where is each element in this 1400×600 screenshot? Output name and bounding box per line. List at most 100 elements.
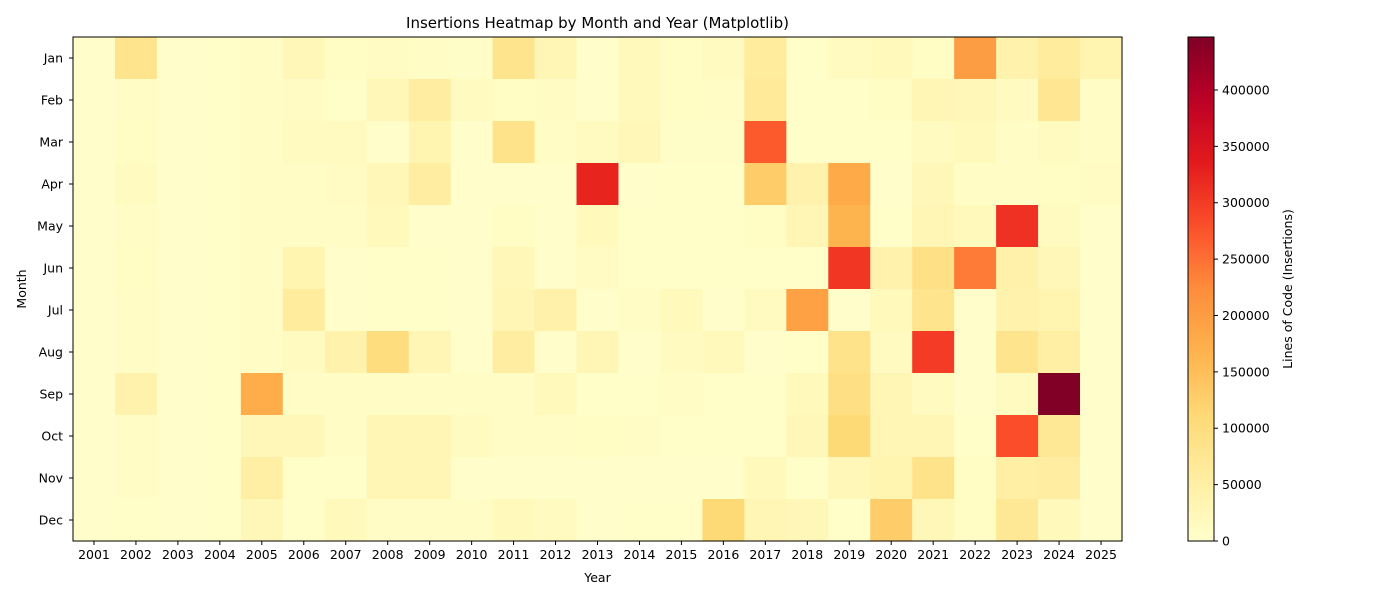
heatmap-cell: [408, 331, 452, 374]
heatmap-cell: [450, 289, 494, 332]
heatmap-cell: [702, 373, 745, 416]
heatmap-cell: [702, 499, 745, 542]
heatmap-cell: [954, 163, 997, 206]
heatmap-cell: [786, 205, 829, 248]
heatmap-cell: [198, 415, 242, 458]
heatmap-cell: [534, 121, 578, 164]
heatmap-cell: [73, 289, 116, 332]
heatmap-cell: [1080, 37, 1123, 80]
heatmap-cell: [1080, 205, 1123, 248]
heatmap-cell: [198, 37, 242, 80]
heatmap-cell: [492, 37, 536, 80]
y-tick-label: Dec: [39, 513, 63, 528]
heatmap-cell: [744, 121, 787, 164]
heatmap-cell: [408, 373, 452, 416]
heatmap-cell: [534, 415, 578, 458]
x-tick-label: 2025: [1085, 547, 1117, 562]
heatmap-cell: [534, 163, 578, 206]
y-tick-label: Feb: [41, 93, 63, 108]
heatmap-cell: [240, 205, 284, 248]
heatmap-cell: [408, 205, 452, 248]
heatmap-cell: [73, 373, 116, 416]
heatmap-cell: [156, 499, 200, 542]
y-tick-label: Jun: [42, 261, 63, 276]
heatmap-cell: [198, 247, 242, 290]
heatmap-cell: [198, 121, 242, 164]
heatmap-cell: [534, 247, 578, 290]
heatmap-cell: [744, 247, 787, 290]
heatmap-cell: [912, 37, 955, 80]
heatmap-cell: [408, 415, 452, 458]
heatmap-cell: [198, 79, 242, 122]
heatmap-cell: [1038, 79, 1081, 122]
heatmap-cell: [156, 205, 200, 248]
heatmap-cell: [702, 331, 745, 374]
heatmap-cell: [954, 499, 997, 542]
heatmap-cell: [1038, 289, 1081, 332]
heatmap-cell: [73, 499, 116, 542]
heatmap-cell: [912, 457, 955, 500]
heatmap-cell: [492, 247, 536, 290]
heatmap-cell: [828, 415, 871, 458]
heatmap-cell: [618, 37, 662, 80]
heatmap-cell: [576, 415, 620, 458]
heatmap-cell: [912, 205, 955, 248]
heatmap-cell: [240, 331, 284, 374]
heatmap-cell: [702, 37, 745, 80]
heatmap-cell: [324, 247, 368, 290]
heatmap-cell: [702, 457, 745, 500]
heatmap-cell: [660, 121, 703, 164]
heatmap-cell: [114, 247, 158, 290]
heatmap-cell: [912, 415, 955, 458]
heatmap-cell: [702, 415, 745, 458]
heatmap-cell: [324, 163, 368, 206]
heatmap-cell: [870, 415, 913, 458]
x-tick-label: 2010: [456, 547, 488, 562]
heatmap-cell: [324, 289, 368, 332]
heatmap-cell: [408, 289, 452, 332]
heatmap-cell: [240, 289, 284, 332]
y-tick-label: Jul: [47, 303, 63, 318]
heatmap-cell: [366, 79, 410, 122]
heatmap-cell: [450, 205, 494, 248]
x-tick-label: 2012: [540, 547, 572, 562]
heatmap-cell: [996, 247, 1039, 290]
heatmap-cell: [744, 457, 787, 500]
heatmap-cell: [282, 457, 326, 500]
heatmap-cell: [1080, 415, 1123, 458]
heatmap-cell: [660, 79, 703, 122]
heatmap-cell: [240, 373, 284, 416]
x-tick-label: 2001: [78, 547, 110, 562]
heatmap-cell: [492, 499, 536, 542]
heatmap-cell: [954, 415, 997, 458]
heatmap-cell: [156, 415, 200, 458]
heatmap-cell: [1038, 247, 1081, 290]
x-tick-label: 2020: [875, 547, 907, 562]
heatmap-cell: [912, 499, 955, 542]
heatmap-cell: [240, 37, 284, 80]
heatmap-cell: [744, 79, 787, 122]
heatmap-cell: [156, 373, 200, 416]
heatmap-cell: [786, 121, 829, 164]
heatmap-cell: [660, 289, 703, 332]
heatmap-cell: [954, 247, 997, 290]
heatmap-cell: [870, 499, 913, 542]
heatmap-cell: [324, 205, 368, 248]
heatmap-cell: [1038, 331, 1081, 374]
heatmap-cell: [954, 79, 997, 122]
heatmap-cell: [660, 457, 703, 500]
heatmap-cell: [912, 247, 955, 290]
heatmap-cell: [156, 37, 200, 80]
heatmap-cell: [450, 121, 494, 164]
heatmap-cell: [114, 79, 158, 122]
heatmap-cell: [576, 373, 620, 416]
heatmap-cell: [618, 163, 662, 206]
heatmap-cell: [282, 37, 326, 80]
heatmap-cell: [366, 289, 410, 332]
heatmap-cell: [198, 499, 242, 542]
heatmap-cell: [870, 37, 913, 80]
heatmap-cell: [786, 79, 829, 122]
heatmap-cell: [450, 415, 494, 458]
heatmap-cell: [828, 205, 871, 248]
y-tick-label: Sep: [39, 387, 63, 402]
